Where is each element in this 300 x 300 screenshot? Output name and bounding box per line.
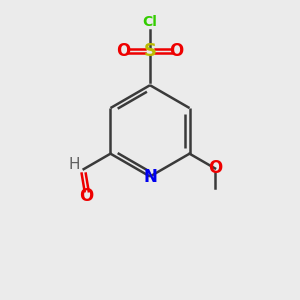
Text: Cl: Cl [142,15,158,29]
Text: H: H [68,157,80,172]
Text: O: O [80,187,94,205]
Text: S: S [143,42,157,60]
Text: O: O [116,42,130,60]
Text: N: N [143,167,157,185]
Text: O: O [208,159,222,177]
Text: O: O [169,42,184,60]
